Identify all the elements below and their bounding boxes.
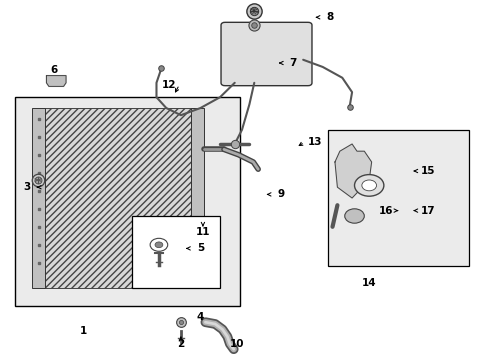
Text: 2: 2 xyxy=(177,339,184,349)
Bar xyxy=(327,130,468,266)
Bar xyxy=(132,216,220,288)
Text: 17: 17 xyxy=(420,206,434,216)
Circle shape xyxy=(361,180,376,191)
Text: 12: 12 xyxy=(161,80,176,90)
Bar xyxy=(44,108,190,288)
Text: 9: 9 xyxy=(277,189,284,199)
Text: 16: 16 xyxy=(378,206,393,216)
Text: 13: 13 xyxy=(307,137,322,147)
Bar xyxy=(190,108,204,288)
Text: 7: 7 xyxy=(289,58,297,68)
Circle shape xyxy=(344,209,364,223)
Bar xyxy=(32,108,45,288)
Text: 1: 1 xyxy=(80,326,86,336)
Text: 10: 10 xyxy=(229,339,244,349)
FancyBboxPatch shape xyxy=(221,22,311,86)
Text: 14: 14 xyxy=(361,278,376,288)
Circle shape xyxy=(354,175,383,196)
Bar xyxy=(15,97,239,306)
Text: 4: 4 xyxy=(196,312,204,322)
Text: 11: 11 xyxy=(195,227,210,237)
Polygon shape xyxy=(334,144,371,198)
Text: 15: 15 xyxy=(420,166,434,176)
Circle shape xyxy=(155,242,163,248)
Text: 6: 6 xyxy=(50,65,57,75)
Text: 3: 3 xyxy=(23,182,30,192)
Text: 8: 8 xyxy=(326,12,333,22)
Polygon shape xyxy=(46,76,66,86)
Text: 5: 5 xyxy=(197,243,203,253)
